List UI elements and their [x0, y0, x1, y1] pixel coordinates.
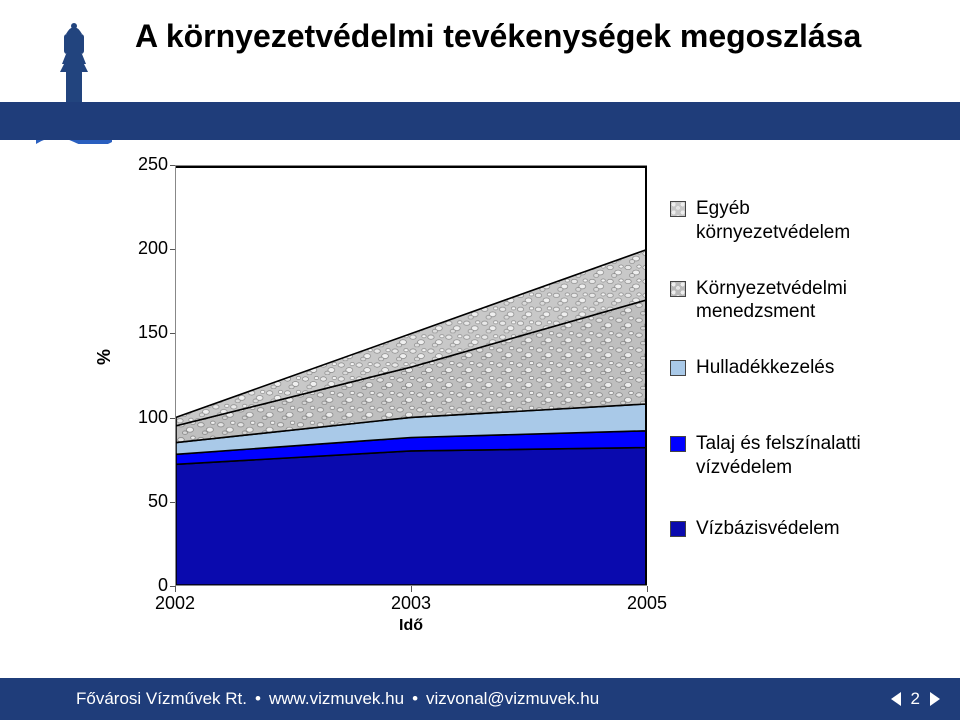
- xtick-label: 2002: [145, 593, 205, 614]
- footer-org: Fővárosi Vízművek Rt.: [76, 689, 247, 709]
- legend-label: Egyéb környezetvédelem: [696, 197, 900, 245]
- area-layers: [176, 166, 646, 585]
- ytick-label: 200: [88, 238, 168, 259]
- slide: A környezetvédelmi tevékenységek megoszl…: [0, 0, 960, 720]
- header: A környezetvédelmi tevékenységek megoszl…: [0, 0, 960, 150]
- xtick-label: 2005: [617, 593, 677, 614]
- pager: 2: [891, 689, 940, 709]
- xtick-label: 2003: [381, 593, 441, 614]
- legend: Egyéb környezetvédelem Környezetvédelmi m…: [670, 197, 900, 573]
- legend-swatch: [670, 521, 686, 537]
- legend-item-vizbazis: Vízbázisvédelem: [670, 517, 900, 541]
- page-title: A környezetvédelmi tevékenységek megoszl…: [135, 18, 861, 55]
- legend-label: Környezetvédelmi menedzsment: [696, 277, 900, 325]
- footer-email: vizvonal@vizmuvek.hu: [426, 689, 599, 709]
- ytick-label: 250: [88, 154, 168, 175]
- footer: Fővárosi Vízművek Rt. • www.vizmuvek.hu …: [0, 678, 960, 720]
- ytick-label: 100: [88, 407, 168, 428]
- area-vizbazis: [176, 448, 646, 585]
- footer-web: www.vizmuvek.hu: [269, 689, 404, 709]
- legend-item-menedzs: Környezetvédelmi menedzsment: [670, 277, 900, 325]
- legend-item-talaj: Talaj és felszínalatti vízvédelem: [670, 432, 900, 480]
- legend-label: Vízbázisvédelem: [696, 517, 840, 541]
- legend-label: Hulladékkezelés: [696, 356, 834, 380]
- legend-swatch: [670, 436, 686, 452]
- prev-icon[interactable]: [891, 692, 901, 706]
- page-number: 2: [911, 689, 920, 709]
- legend-swatch: [670, 360, 686, 376]
- x-axis-title: Idő: [175, 617, 647, 635]
- plot-area: [175, 165, 647, 586]
- ytick-label: 150: [88, 322, 168, 343]
- footer-sep-2: •: [404, 689, 426, 709]
- header-band: [0, 102, 960, 140]
- legend-label: Talaj és felszínalatti vízvédelem: [696, 432, 900, 480]
- y-axis-title: %: [94, 349, 115, 365]
- legend-swatch: [670, 281, 686, 297]
- legend-item-egyeb: Egyéb környezetvédelem: [670, 197, 900, 245]
- footer-sep: •: [247, 689, 269, 709]
- ytick-label: 50: [88, 491, 168, 512]
- legend-item-hulladek: Hulladékkezelés: [670, 356, 900, 380]
- chart: %: [80, 165, 900, 635]
- legend-swatch: [670, 201, 686, 217]
- next-icon[interactable]: [930, 692, 940, 706]
